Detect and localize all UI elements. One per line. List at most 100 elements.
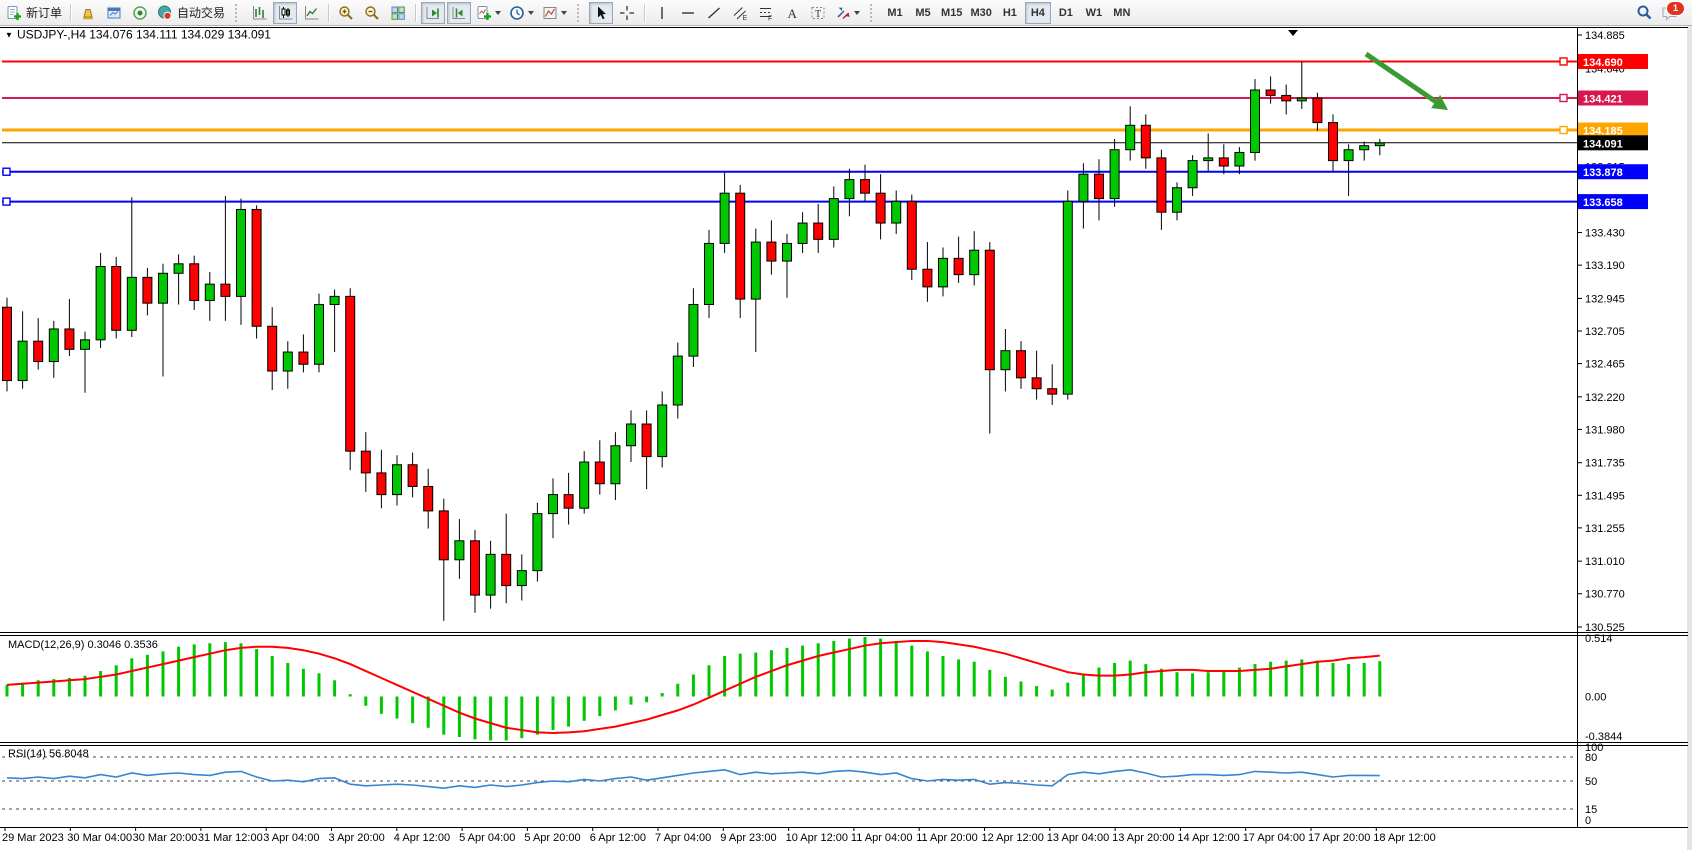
time-label: 6 Apr 12:00 bbox=[590, 832, 646, 844]
hline-anchor[interactable] bbox=[2, 167, 11, 176]
macd-scale-label: -0.3844 bbox=[1585, 731, 1622, 743]
trendline-tool-button[interactable] bbox=[702, 2, 726, 24]
candle-down bbox=[875, 192, 886, 224]
text-tool-button[interactable]: A bbox=[780, 2, 804, 24]
dropdown-caret-icon bbox=[854, 10, 861, 15]
tile-windows-button[interactable] bbox=[386, 2, 410, 24]
candle-down bbox=[298, 351, 309, 365]
price-chart: ▼ USDJPY-,H4 134.076 134.111 134.029 134… bbox=[0, 26, 1692, 850]
time-label: 7 Apr 04:00 bbox=[655, 832, 711, 844]
periods-button[interactable] bbox=[506, 2, 537, 24]
chart-shift-icon bbox=[452, 6, 466, 19]
indicators-button[interactable] bbox=[473, 2, 504, 24]
scroll-end-marker-icon[interactable] bbox=[1288, 30, 1298, 36]
hline-price-badge-text: 134.091 bbox=[1583, 138, 1623, 150]
price-tick-label: 130.525 bbox=[1585, 622, 1625, 634]
candle-down bbox=[1312, 97, 1323, 124]
candle-up bbox=[782, 242, 792, 262]
price-tick-label: 131.980 bbox=[1585, 424, 1625, 436]
candle-up bbox=[719, 192, 730, 244]
timeframe-m1-button[interactable]: M1 bbox=[882, 2, 908, 24]
hline-anchor[interactable] bbox=[1559, 57, 1568, 66]
timeframe-w1-button[interactable]: W1 bbox=[1081, 2, 1107, 24]
bar-chart-button[interactable] bbox=[247, 2, 271, 24]
timeframe-h4-button[interactable]: H4 bbox=[1024, 1, 1051, 24]
notifications-button[interactable]: 1 bbox=[1658, 0, 1685, 24]
market-watch-icon bbox=[107, 7, 121, 18]
line-chart-button[interactable] bbox=[299, 2, 323, 24]
timeframe-d1-button[interactable]: D1 bbox=[1053, 2, 1079, 24]
crosshair-icon bbox=[620, 5, 635, 20]
signals-button[interactable] bbox=[128, 2, 152, 24]
auto-trading-label: 自动交易 bbox=[177, 6, 226, 20]
toolbar-separator bbox=[644, 3, 646, 22]
candle-down bbox=[220, 283, 231, 297]
toolbar-grip bbox=[235, 3, 242, 22]
chart-shift-button[interactable] bbox=[447, 1, 472, 24]
time-label: 17 Apr 20:00 bbox=[1308, 832, 1370, 844]
zoom-out-button[interactable] bbox=[360, 2, 384, 24]
timeframe-h1-button[interactable]: H1 bbox=[997, 2, 1023, 24]
zoom-in-button[interactable] bbox=[334, 2, 358, 24]
candle-down bbox=[501, 553, 512, 587]
line-chart-icon bbox=[305, 5, 319, 19]
time-label: 29 Mar 2023 bbox=[2, 832, 64, 844]
candle-up bbox=[314, 304, 324, 365]
candle-up bbox=[17, 340, 28, 382]
svg-text:F: F bbox=[768, 15, 772, 21]
candle-down bbox=[111, 266, 122, 331]
timeframe-m5-button[interactable]: M5 bbox=[910, 2, 936, 24]
trend-arrow-annotation[interactable] bbox=[1364, 51, 1438, 104]
symbol-dropdown-icon[interactable]: ▼ bbox=[5, 31, 13, 40]
arrows-tool-button[interactable] bbox=[832, 2, 863, 24]
time-label: 5 Apr 04:00 bbox=[459, 832, 515, 844]
hline-anchor[interactable] bbox=[1559, 125, 1568, 135]
zoom-in-icon bbox=[339, 5, 353, 20]
price-tick-label: 131.495 bbox=[1585, 490, 1625, 502]
candle-up bbox=[626, 423, 636, 447]
rsi-scale-label: 0 bbox=[1585, 815, 1591, 827]
search-button[interactable] bbox=[1632, 2, 1656, 24]
candlestick-chart-button[interactable] bbox=[273, 1, 298, 24]
dropdown-caret-icon bbox=[495, 10, 502, 15]
rsi-scale-label: 80 bbox=[1585, 752, 1597, 764]
candle-down bbox=[1265, 89, 1276, 96]
rsi-line bbox=[6, 768, 1380, 790]
horizontal-line-tool-button[interactable] bbox=[676, 2, 700, 24]
price-tick-label: 133.190 bbox=[1585, 260, 1625, 272]
fibonacci-icon: F bbox=[760, 7, 772, 21]
channel-tool-button[interactable]: E bbox=[728, 2, 752, 24]
dropdown-caret-icon bbox=[528, 10, 535, 15]
hline-anchor[interactable] bbox=[2, 197, 11, 206]
profiles-button[interactable] bbox=[76, 2, 100, 24]
auto-scroll-button[interactable] bbox=[421, 1, 446, 24]
hline-price-badge bbox=[1578, 90, 1648, 106]
auto-trading-button[interactable]: 自动交易 bbox=[154, 2, 228, 24]
candle-up bbox=[1062, 200, 1073, 395]
hline-anchor[interactable] bbox=[1559, 93, 1568, 103]
time-label: 3 Apr 04:00 bbox=[263, 832, 319, 844]
fibonacci-tool-button[interactable]: F bbox=[754, 2, 778, 24]
auto-trading-icon bbox=[158, 5, 172, 20]
timeframe-mn-button[interactable]: MN bbox=[1109, 2, 1135, 24]
timeframe-m30-button[interactable]: M30 bbox=[967, 2, 994, 24]
timeframe-m15-button[interactable]: M15 bbox=[938, 2, 965, 24]
main-toolbar: 新订单 自动交易 bbox=[0, 0, 1692, 26]
candle-down bbox=[64, 328, 75, 350]
hline-price-badge-text: 133.658 bbox=[1583, 197, 1623, 209]
toolbar-grip bbox=[577, 3, 584, 22]
candle-up bbox=[454, 540, 465, 561]
time-label: 31 Mar 12:00 bbox=[198, 832, 263, 844]
cursor-tool-button[interactable] bbox=[589, 1, 614, 24]
candle-down bbox=[563, 494, 574, 509]
crosshair-tool-button[interactable] bbox=[615, 2, 639, 24]
candle-up bbox=[657, 404, 668, 458]
new-order-button[interactable]: 新订单 bbox=[3, 2, 65, 24]
vertical-line-tool-button[interactable] bbox=[650, 2, 674, 24]
candle-down bbox=[735, 192, 746, 300]
text-label-tool-button[interactable]: T bbox=[806, 2, 830, 24]
templates-button[interactable] bbox=[539, 2, 570, 24]
market-watch-button[interactable] bbox=[102, 2, 126, 24]
text-label-icon: T bbox=[811, 6, 825, 20]
